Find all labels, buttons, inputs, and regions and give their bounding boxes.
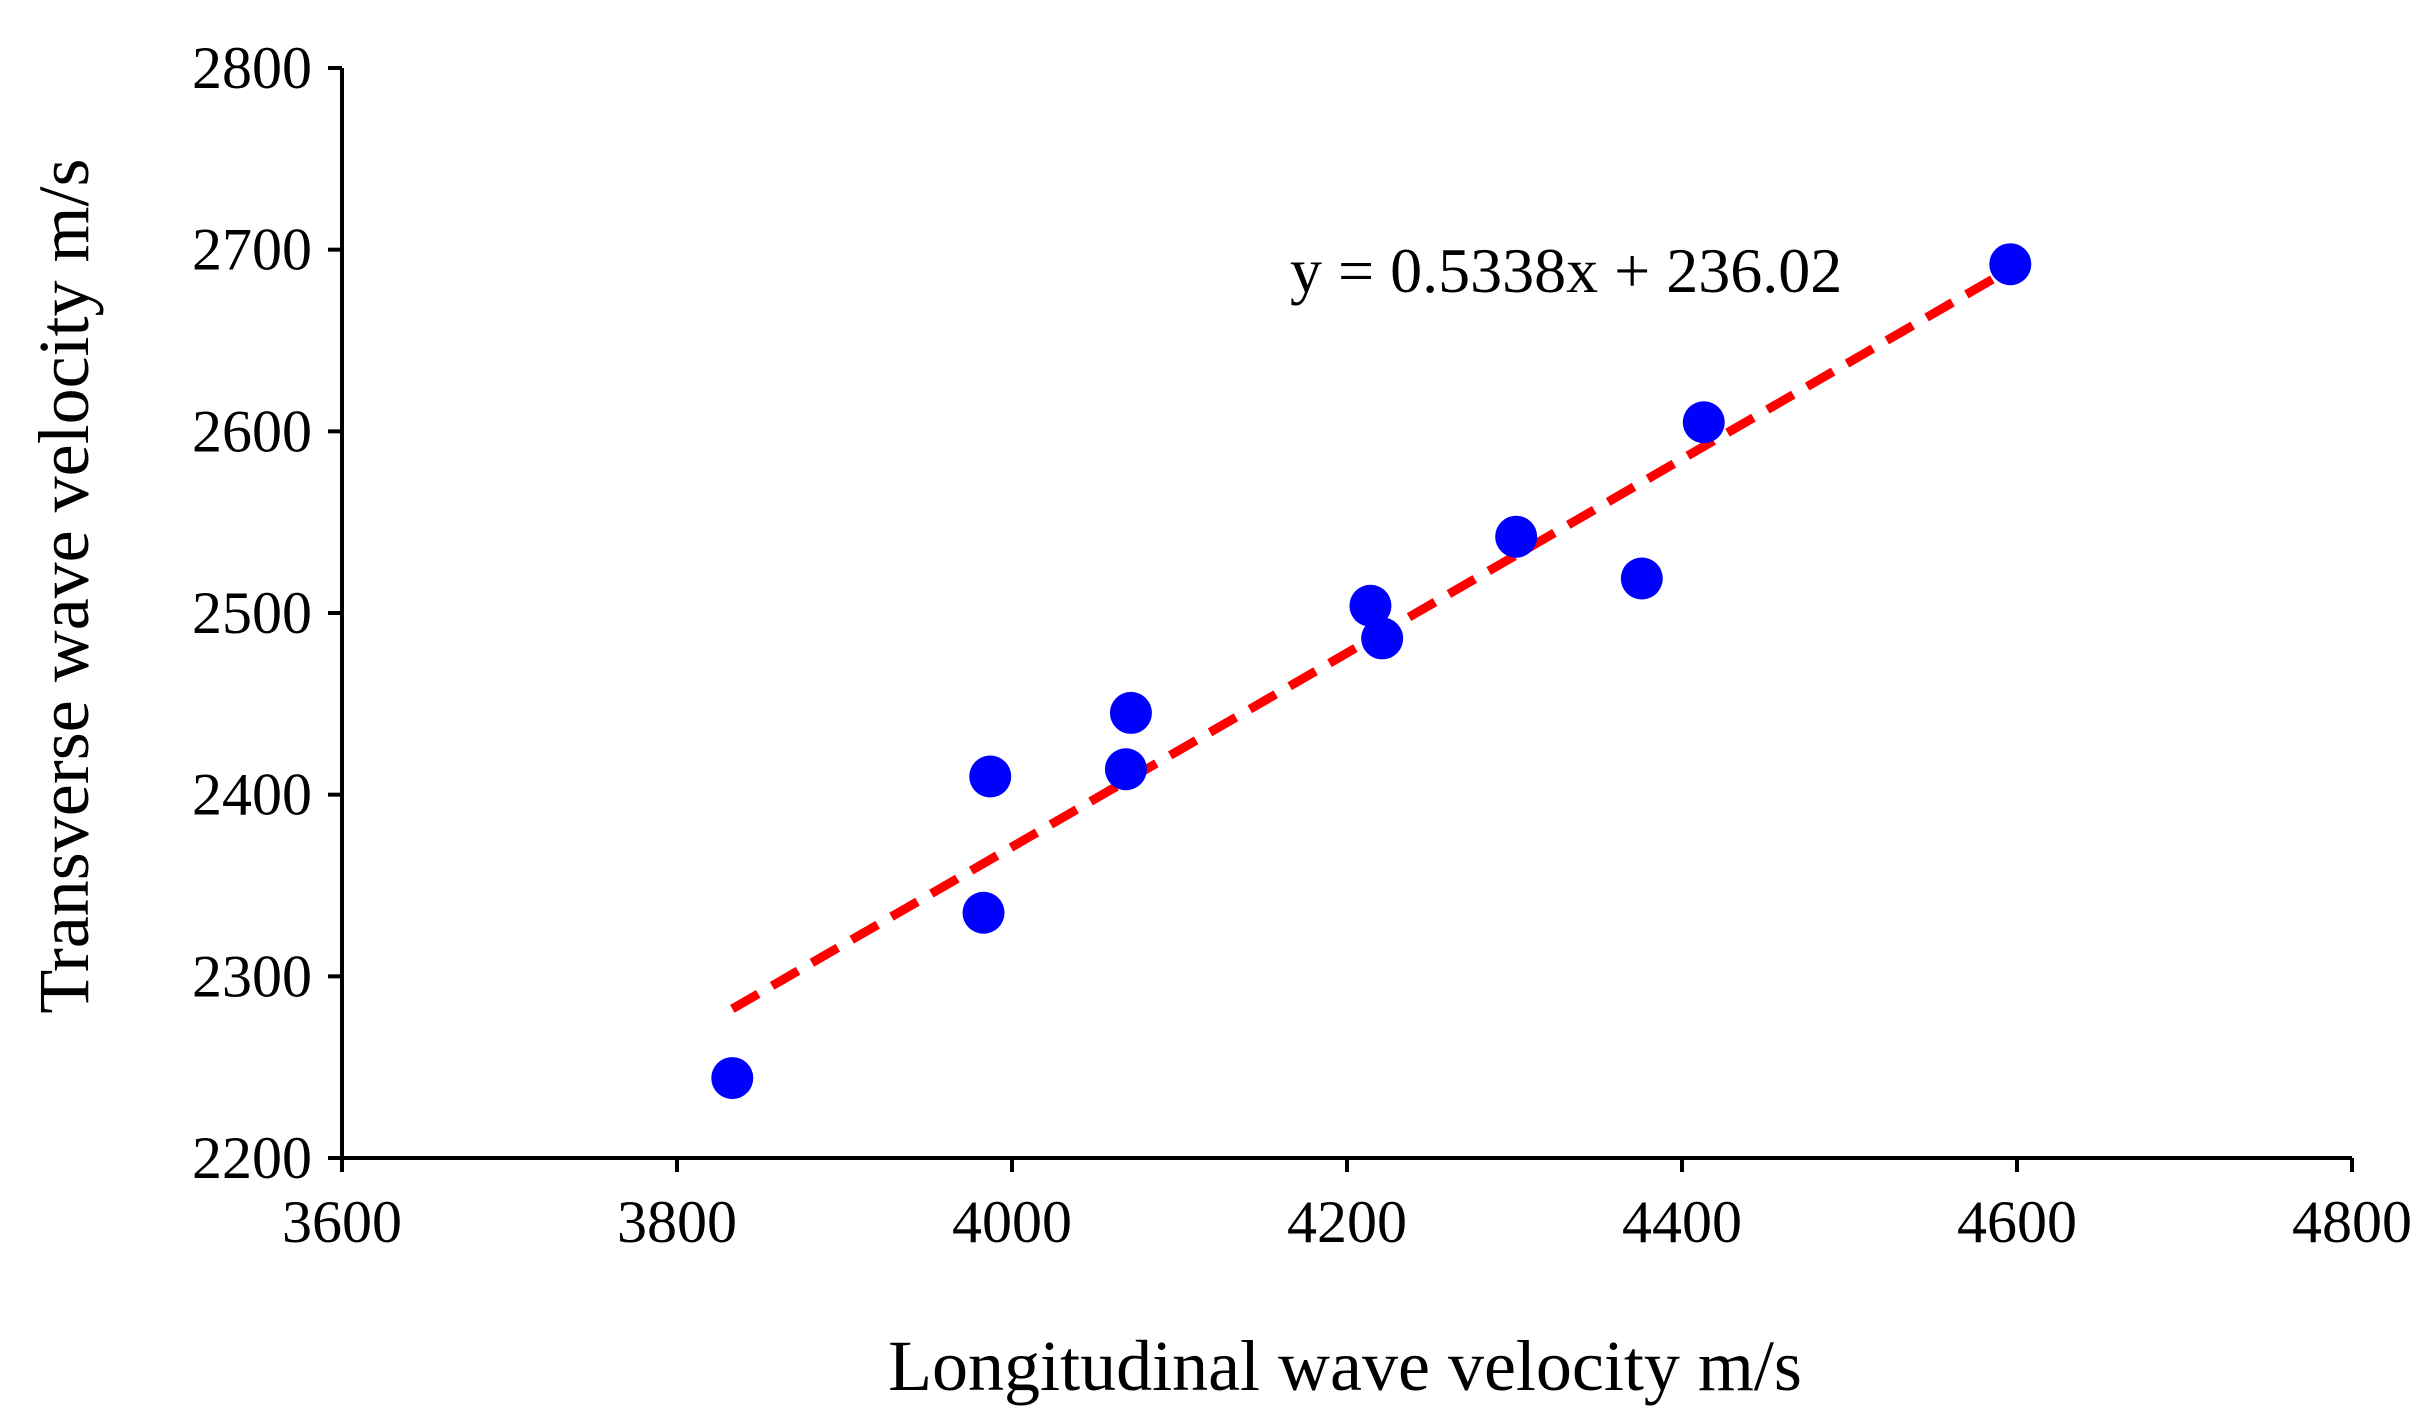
x-tick-label: 4000 (952, 1189, 1072, 1255)
data-point (1361, 617, 1404, 660)
trendline-equation: y = 0.5338x + 236.02 (1290, 235, 1842, 306)
x-tick-label: 3600 (282, 1189, 402, 1255)
x-tick-label: 4800 (2292, 1189, 2412, 1255)
data-point (969, 755, 1012, 798)
data-point (1989, 243, 2032, 286)
y-tick-label: 2500 (192, 580, 312, 646)
data-point (1495, 515, 1538, 558)
y-tick-label: 2700 (192, 217, 312, 283)
y-tick-label: 2200 (192, 1125, 312, 1191)
data-point (962, 891, 1005, 934)
y-tick-label: 2800 (192, 35, 312, 101)
data-point (711, 1057, 754, 1100)
x-axis-title: Longitudinal wave velocity m/s (888, 1326, 1802, 1406)
x-tick-label: 4400 (1622, 1189, 1742, 1255)
data-point (1682, 401, 1725, 444)
points-layer (711, 243, 2032, 1100)
ticks: 3600 3800 4000 4200 4400 4600 4800 2200 2300 2400… (192, 35, 2412, 1255)
x-tick-label: 4600 (1957, 1189, 2077, 1255)
x-tick-label: 3800 (617, 1189, 737, 1255)
data-point (1109, 691, 1152, 734)
y-tick-label: 2400 (192, 762, 312, 828)
y-tick-label: 2300 (192, 943, 312, 1009)
data-point (1104, 748, 1147, 791)
data-point (1349, 584, 1392, 627)
axes (340, 68, 2352, 1160)
data-point (1620, 557, 1663, 600)
y-tick-label: 2600 (192, 398, 312, 464)
x-tick-label: 4200 (1287, 1189, 1407, 1255)
y-axis-title: Transverse wave velocity m/s (24, 158, 104, 1013)
